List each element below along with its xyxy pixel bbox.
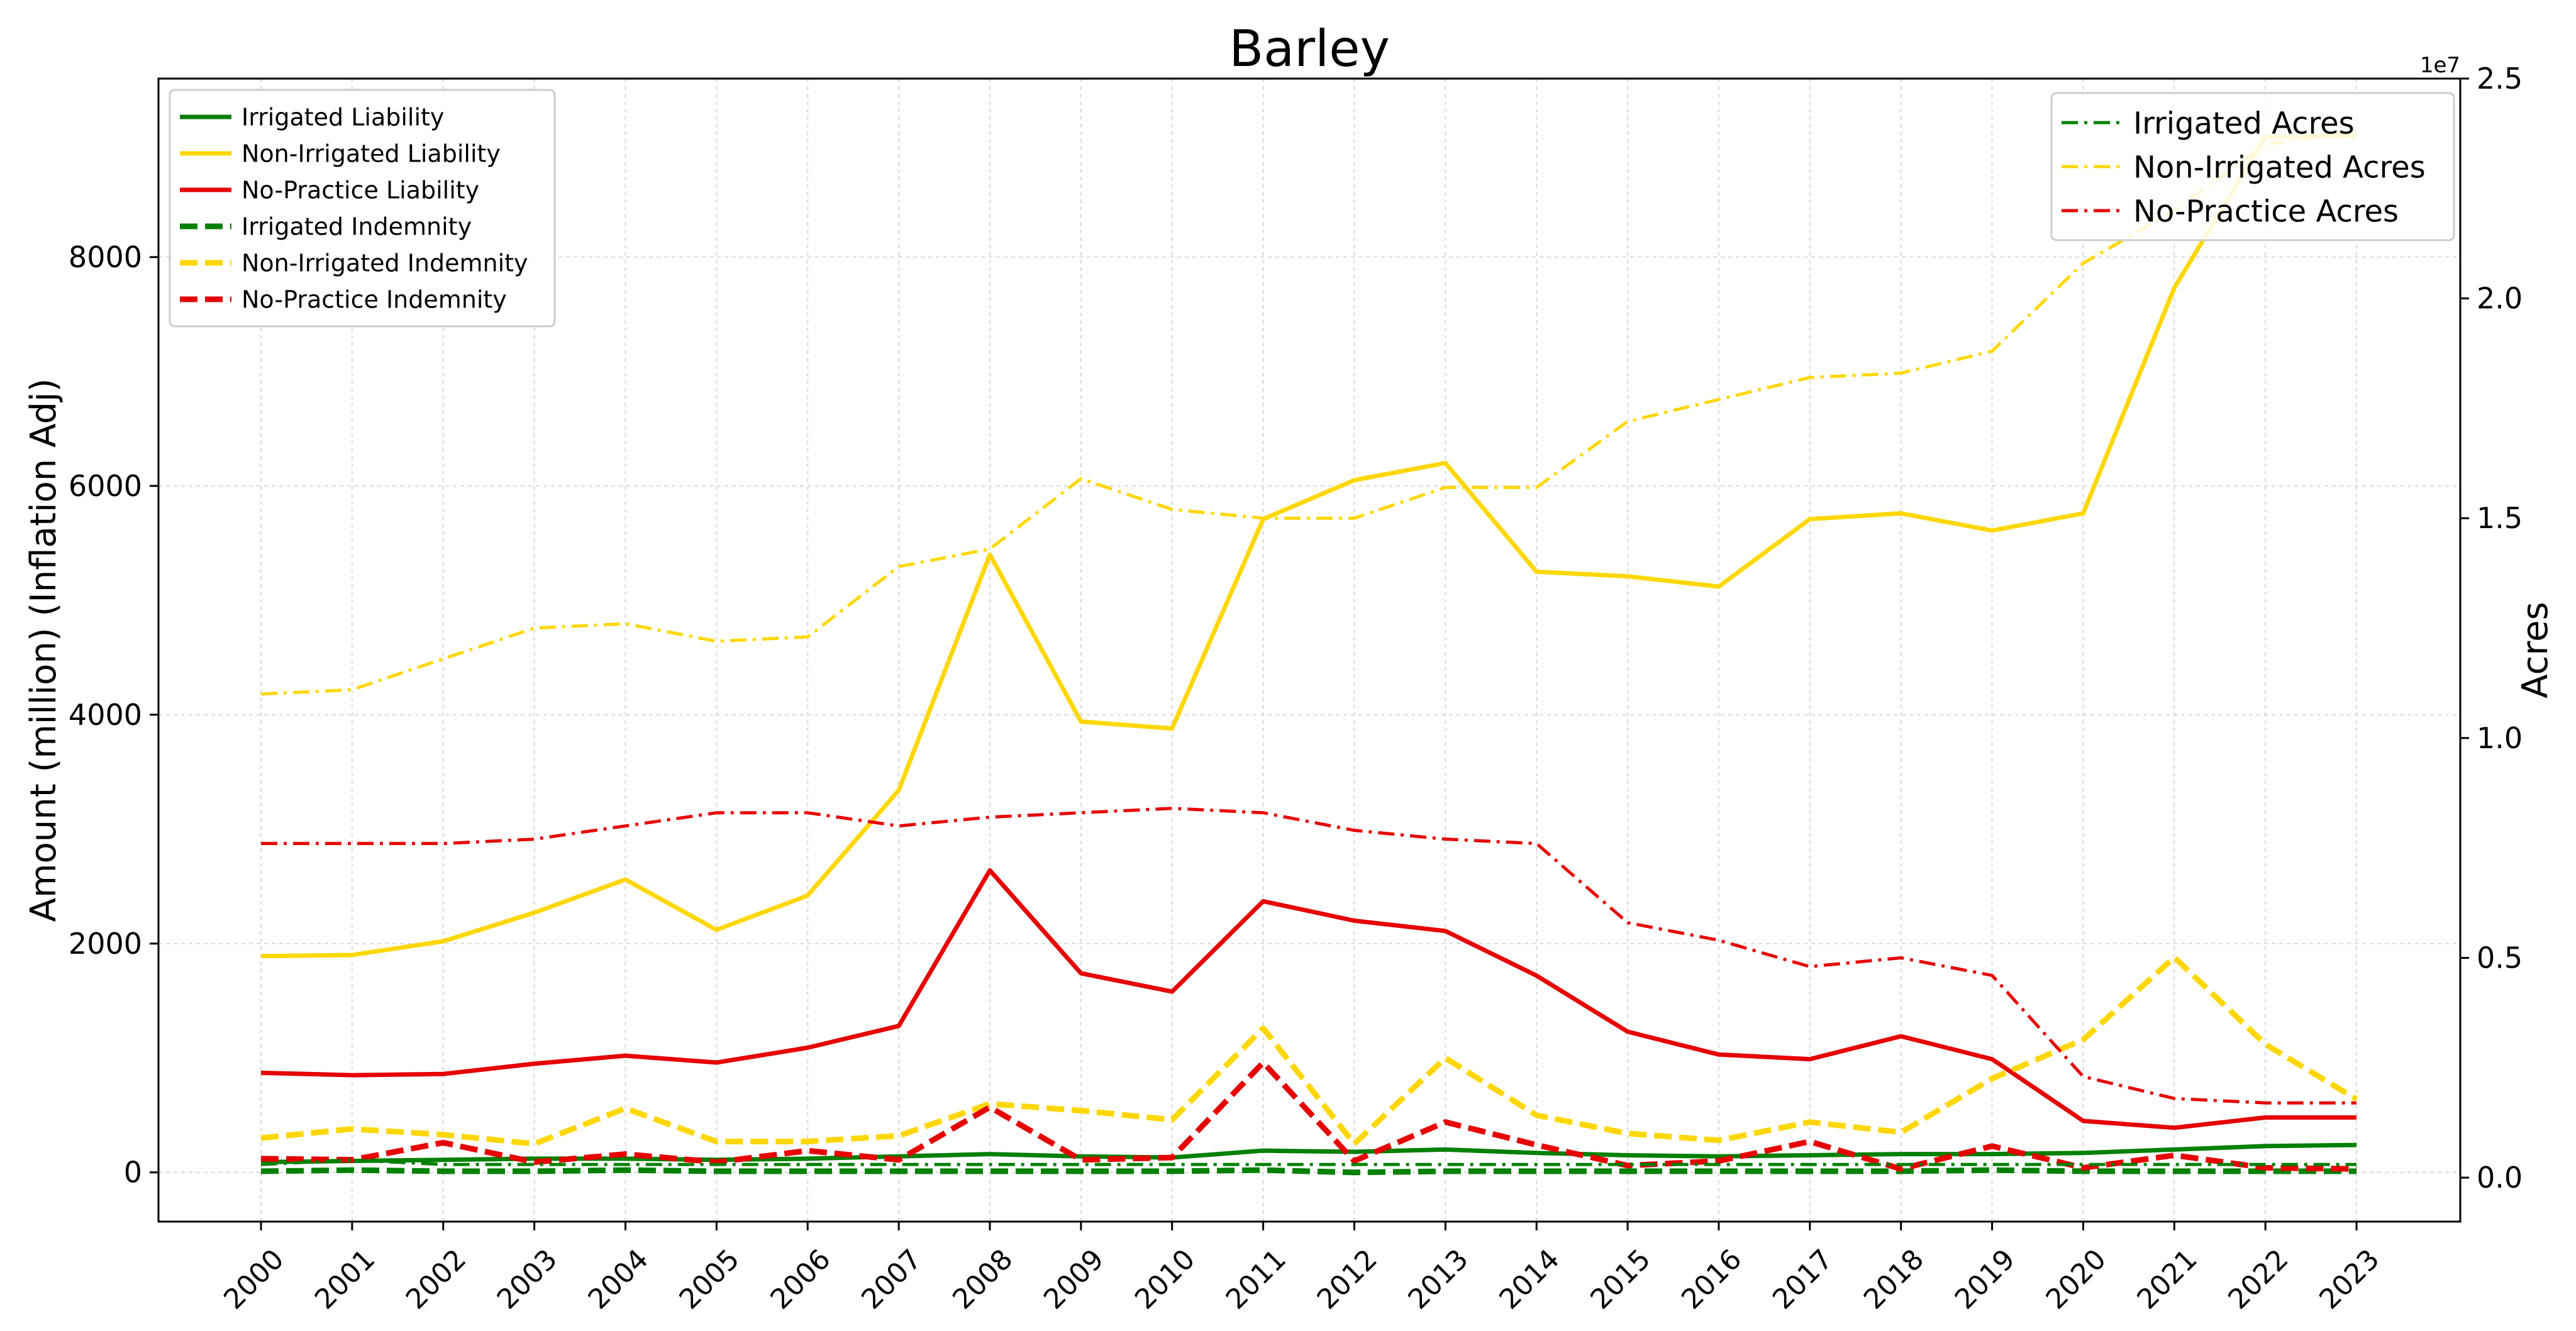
x-tick-label: 2014 <box>1493 1243 1565 1315</box>
y-left-tick-label: 8000 <box>69 240 142 274</box>
series-line <box>260 868 2357 1130</box>
series-line <box>260 954 2358 1147</box>
x-tick-label: 2021 <box>2131 1243 2203 1315</box>
x-tick-label: 2011 <box>1220 1243 1292 1315</box>
x-tick-label: 2002 <box>400 1243 472 1315</box>
series-layer <box>260 130 2358 1176</box>
plot-frame <box>157 77 2462 1223</box>
y-left-tick-label: 2000 <box>69 927 142 961</box>
y-axis-right-offset: 1e7 <box>2420 53 2460 78</box>
x-tick-label: 2005 <box>674 1243 746 1315</box>
x-tick-label: 2000 <box>218 1243 290 1315</box>
y-right-tick-label: 2.5 <box>2477 62 2523 96</box>
legend-frame <box>2050 92 2455 241</box>
y-axis-right: 0.0 0.5 1.0 1.5 2.0 2.5 <box>2460 62 2523 1195</box>
y-left-tick-label: 4000 <box>69 698 142 732</box>
y-right-tick-label: 1.0 <box>2477 721 2523 755</box>
x-tick-label: 2006 <box>764 1243 836 1315</box>
x-tick-label: 2015 <box>1584 1243 1657 1315</box>
legend-label: Non-Irrigated Indemnity <box>242 250 528 277</box>
series-line <box>260 133 2357 959</box>
x-tick-label: 2010 <box>1129 1243 1201 1315</box>
legend-left: Irrigated Liability Non-Irrigated Liabili… <box>169 89 556 328</box>
x-tick-label: 2007 <box>855 1243 928 1315</box>
series-line <box>260 130 2357 696</box>
series-line <box>260 1142 2357 1164</box>
series-line <box>261 807 2357 1105</box>
x-tick-label: 2003 <box>491 1243 564 1315</box>
legend-label: No-Practice Liability <box>242 177 479 204</box>
y-left-tick-label: 0 <box>124 1156 142 1190</box>
x-tick-label: 2008 <box>947 1243 1019 1315</box>
y-axis-left: 0 2000 4000 6000 8000 <box>69 240 158 1190</box>
legend-frame <box>169 89 556 328</box>
x-tick-label: 2018 <box>1858 1243 1930 1315</box>
x-tick-label: 2022 <box>2222 1243 2294 1315</box>
legend-label: Non-Irrigated Liability <box>242 140 501 168</box>
legend-label: Non-Irrigated Acres <box>2133 150 2426 185</box>
y-right-tick-label: 0.0 <box>2477 1161 2523 1195</box>
chart-title: Barley <box>1229 19 1390 78</box>
legend-label: No-Practice Acres <box>2133 194 2399 229</box>
x-tick-label: 2020 <box>2040 1243 2112 1315</box>
x-tick-label: 2019 <box>1949 1243 2021 1315</box>
x-tick-label: 2017 <box>1767 1243 1839 1315</box>
x-tick-label: 2001 <box>309 1243 381 1315</box>
x-tick-label: 2012 <box>1311 1243 1384 1315</box>
legend-label: Irrigated Acres <box>2133 106 2355 141</box>
x-tick-label: 2016 <box>1675 1243 1748 1315</box>
x-axis: 2000 2001 2002 2003 2004 2005 2006 2007 2008 2009… <box>218 1222 2385 1316</box>
y-right-tick-label: 2.0 <box>2477 282 2523 316</box>
series-line <box>260 1158 2357 1166</box>
y-right-tick-label: 1.5 <box>2477 501 2523 535</box>
y-right-tick-label: 0.5 <box>2477 941 2523 975</box>
legend-label: No-Practice Indemnity <box>242 286 507 314</box>
y-axis-right-label: Acres <box>2515 602 2556 699</box>
x-tick-label: 2004 <box>582 1243 655 1315</box>
x-tick-label: 2023 <box>2313 1243 2385 1315</box>
y-left-tick-label: 6000 <box>69 469 142 503</box>
x-tick-label: 2009 <box>1038 1243 1110 1315</box>
legend-right: Irrigated Acres Non-Irrigated Acres No-Pra… <box>2050 92 2455 241</box>
series-line <box>260 1167 2357 1176</box>
series-line <box>260 1059 2357 1172</box>
y-axis-left-label: Amount (million) (Inflation Adj) <box>23 378 64 922</box>
legend-label: Irrigated Liability <box>242 104 444 131</box>
legend-label: Irrigated Indemnity <box>242 213 472 241</box>
x-tick-label: 2013 <box>1402 1243 1474 1315</box>
